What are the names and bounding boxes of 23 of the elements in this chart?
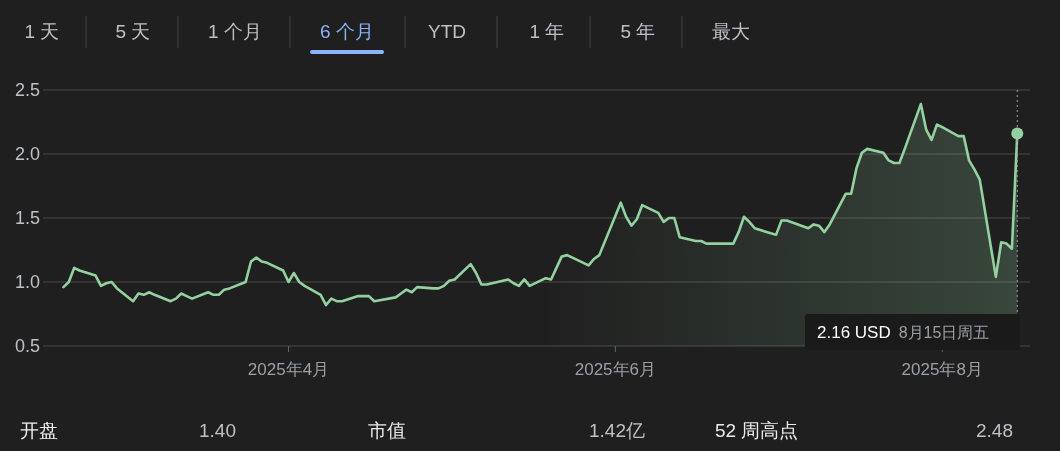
text: 1.40 xyxy=(199,420,236,441)
y-tick-label: 0.5 xyxy=(15,336,41,357)
text: 1 天 xyxy=(24,21,60,42)
x-tick-label: 2025年4月 xyxy=(247,360,330,379)
annotation: 2.16 USD 8月15日周五 xyxy=(817,323,990,342)
text: 5 天 xyxy=(115,21,151,42)
text: 最大 xyxy=(712,21,750,42)
y-tick-label: 2.5 xyxy=(15,80,41,101)
text: 6 个月 xyxy=(320,21,374,42)
text: 2.48 xyxy=(976,420,1013,441)
y-tick-label: 1.0 xyxy=(15,272,41,293)
text: 1 个月 xyxy=(208,21,262,42)
y-tick-label: 2.0 xyxy=(15,144,41,165)
text: 1 年 xyxy=(529,21,565,42)
x-tick-label: 2025年6月 xyxy=(574,360,657,379)
y-tick-label: 1.5 xyxy=(15,208,41,229)
text: 52 周高点 xyxy=(715,420,799,441)
text: 1.42亿 xyxy=(589,420,645,441)
text: YTD xyxy=(428,21,466,42)
x-tick-label: 2025年8月 xyxy=(901,360,983,379)
text: 市值 xyxy=(368,420,406,441)
text: 5 年 xyxy=(620,21,656,42)
text: 开盘 xyxy=(20,420,58,441)
